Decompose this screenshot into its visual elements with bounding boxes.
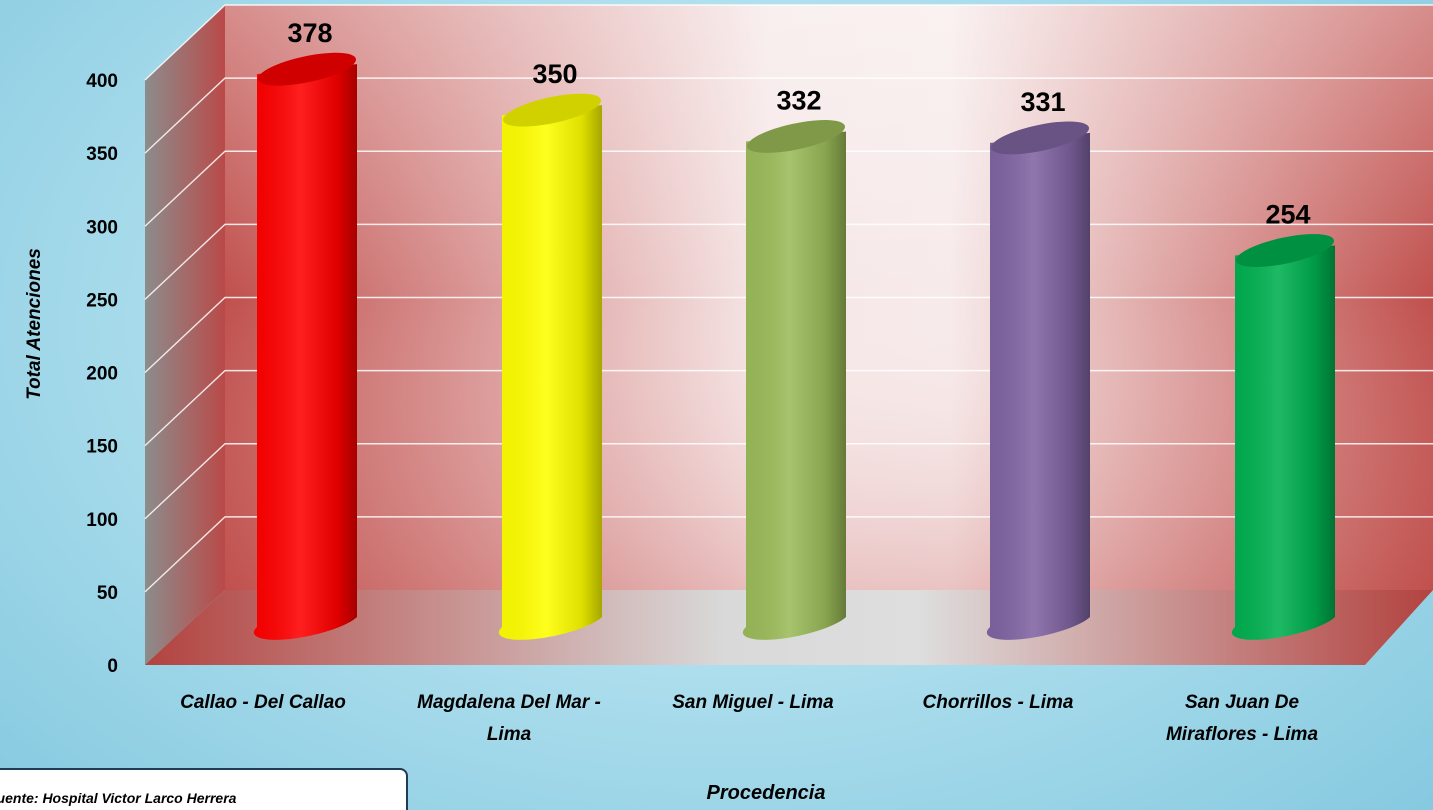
bar-top-shade	[258, 52, 356, 86]
gridline	[144, 4, 1433, 81]
y-tick-label: 150	[86, 437, 118, 458]
x-tick-line: Chorrillos - Lima	[923, 692, 1074, 713]
bar-top	[1236, 234, 1334, 267]
bar-shading	[498, 105, 602, 640]
y-tick-label: 200	[86, 364, 118, 385]
x-tick-line: Miraflores - Lima	[1166, 724, 1318, 745]
bar: 254	[1231, 200, 1335, 640]
y-tick-label: 400	[86, 71, 118, 92]
bar: 332	[742, 85, 846, 640]
gridline	[144, 77, 1433, 154]
bar-top-shade	[747, 120, 845, 153]
x-axis-label: Procedencia	[706, 782, 826, 804]
bar-top	[503, 93, 601, 127]
y-tick-label: 300	[86, 217, 118, 238]
bar-top	[991, 121, 1089, 155]
bar-top-shade	[503, 93, 601, 127]
y-tick-label: 100	[86, 510, 118, 531]
bar-shading	[1231, 245, 1335, 640]
data-label: 332	[776, 85, 821, 115]
bar-top	[747, 120, 845, 153]
bar: 331	[986, 87, 1090, 640]
bar-top	[258, 52, 356, 86]
data-label: 378	[287, 18, 332, 48]
data-label: 254	[1265, 200, 1310, 230]
x-tick-line: Callao - Del Callao	[180, 692, 346, 713]
x-tick-line: San Miguel - Lima	[672, 692, 834, 713]
bar-top-shade	[1236, 234, 1334, 267]
bar-top-shade	[991, 121, 1089, 155]
x-tick-line: San Juan De	[1185, 692, 1299, 713]
y-axis-ticks: 0 50 100 150 200 250 300 350 400	[86, 71, 118, 677]
bar: 350	[498, 59, 602, 640]
bars: 378 350 332 331 254	[253, 18, 1335, 640]
x-tick-label: Magdalena Del Mar - Lima	[417, 692, 601, 745]
x-tick-line: Lima	[487, 724, 532, 745]
data-label: 350	[532, 59, 577, 89]
y-tick-label: 350	[86, 144, 118, 165]
bar-shading	[253, 64, 357, 640]
x-tick-label: San Juan De Miraflores - Lima	[1166, 692, 1318, 745]
source-note: Fuente: Hospital Victor Larco Herrera	[0, 768, 408, 810]
x-tick-label: Chorrillos - Lima	[923, 692, 1074, 713]
y-tick-label: 50	[97, 583, 118, 604]
source-text: Fuente: Hospital Victor Larco Herrera	[0, 790, 237, 806]
y-axis-label: Total Atenciones	[24, 248, 45, 400]
x-tick-label: Callao - Del Callao	[180, 692, 346, 713]
y-tick-label: 0	[107, 656, 118, 677]
x-axis-ticks: Callao - Del Callao Magdalena Del Mar - Li…	[180, 692, 1318, 745]
bar: 378	[253, 18, 357, 640]
bar-shading	[742, 131, 846, 640]
x-tick-line: Magdalena Del Mar -	[417, 692, 601, 713]
bar-shading	[986, 132, 1090, 640]
x-tick-label: San Miguel - Lima	[672, 692, 834, 713]
y-tick-label: 250	[86, 290, 118, 311]
data-label: 331	[1020, 87, 1065, 117]
